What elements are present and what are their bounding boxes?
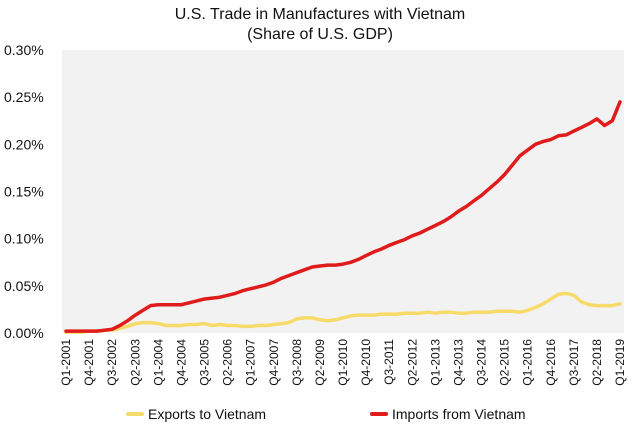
series-lines [64, 100, 622, 334]
y-tick-label: 0.05% [4, 278, 44, 294]
x-tick-label: Q4-2007 [267, 339, 281, 386]
x-tick-label: Q3-2011 [382, 339, 396, 385]
x-tick-label: Q4-2013 [451, 339, 465, 386]
series-line-exports [64, 291, 622, 334]
x-tick-label: Q1-2007 [244, 339, 258, 386]
y-tick-label: 0.15% [4, 184, 44, 200]
chart-subtitle: (Share of U.S. GDP) [247, 26, 393, 43]
x-tick-label: Q2-2006 [221, 339, 235, 386]
x-axis-ticks: Q1-2001 Q4-2001 Q3-2002 Q2-2003 Q1-2004 Q4-20… [59, 339, 627, 386]
x-tick-label: Q2-2015 [498, 339, 512, 386]
x-tick-label: Q1-2010 [336, 339, 350, 386]
legend-label-exports: Exports to Vietnam [148, 406, 266, 422]
y-axis-ticks: 0.00% 0.05% 0.10% 0.15% 0.20% 0.25% 0.30% [4, 42, 44, 341]
x-tick-label: Q1-2016 [521, 339, 535, 386]
y-tick-label: 0.20% [4, 136, 44, 152]
x-tick-label: Q3-2014 [475, 339, 489, 386]
x-tick-label: Q1-2013 [428, 339, 442, 386]
x-tick-label: Q4-2004 [174, 339, 188, 386]
plot-background [62, 50, 624, 333]
x-tick-label: Q1-2001 [59, 339, 73, 386]
x-tick-label: Q3-2005 [198, 339, 212, 386]
chart-title: U.S. Trade in Manufactures with Vietnam [174, 6, 466, 23]
x-tick-label: Q4-2001 [82, 339, 96, 386]
x-tick-label: Q4-2016 [544, 339, 558, 386]
series-line-imports [64, 100, 622, 333]
x-tick-label: Q4-2010 [359, 339, 373, 386]
x-tick-label: Q2-2012 [405, 339, 419, 386]
x-tick-label: Q2-2003 [128, 339, 142, 386]
x-tick-label: Q1-2004 [151, 339, 165, 386]
x-tick-label: Q3-2017 [567, 339, 581, 386]
y-tick-label: 0.10% [4, 231, 44, 247]
y-tick-label: 0.30% [4, 42, 44, 58]
x-tick-label: Q2-2018 [590, 339, 604, 386]
legend: Exports to Vietnam Imports from Vietnam [126, 406, 526, 422]
x-tick-label: Q2-2009 [313, 339, 327, 386]
x-tick-label: Q3-2002 [105, 339, 119, 386]
y-tick-label: 0.25% [4, 89, 44, 105]
x-tick-label: Q1-2019 [613, 339, 627, 386]
x-tick-label: Q3-2008 [290, 339, 304, 386]
y-tick-label: 0.00% [4, 325, 44, 341]
legend-label-imports: Imports from Vietnam [392, 406, 526, 422]
